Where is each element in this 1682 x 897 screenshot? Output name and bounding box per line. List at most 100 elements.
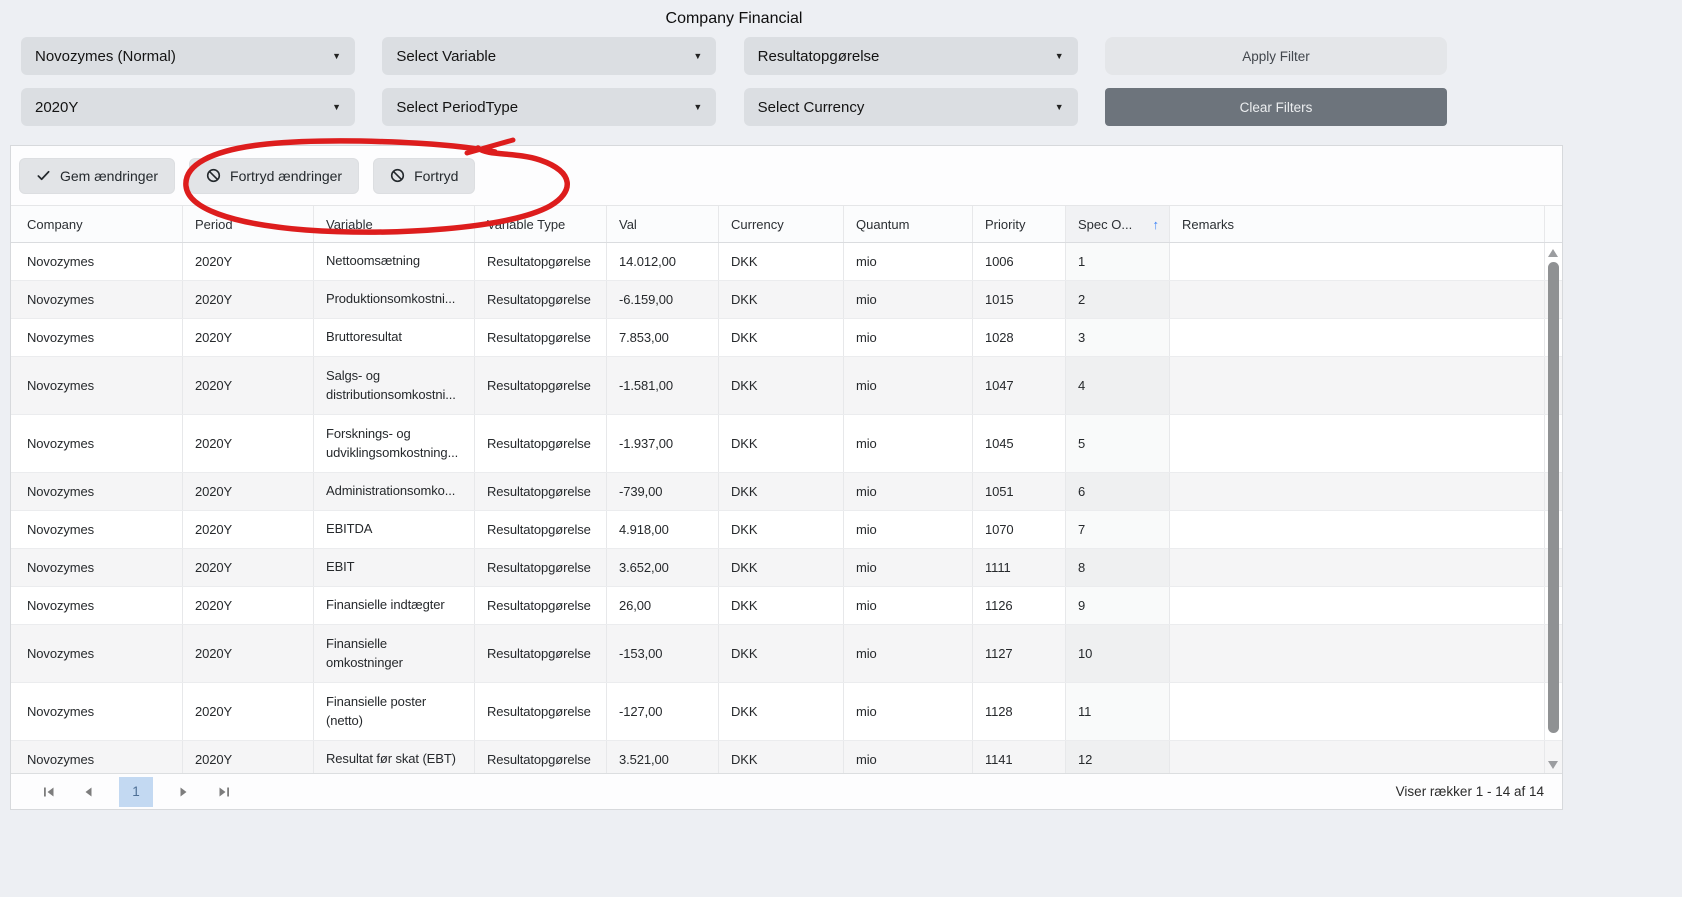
cell-company[interactable]: Novozymes (11, 625, 183, 682)
cell-period[interactable]: 2020Y (183, 319, 314, 356)
cell-company[interactable]: Novozymes (11, 357, 183, 414)
cell-period[interactable]: 2020Y (183, 357, 314, 414)
cell-variable[interactable]: Bruttoresultat (314, 319, 475, 356)
period-type-dropdown[interactable]: Select PeriodType ▼ (382, 88, 717, 126)
cell-currency[interactable]: DKK (719, 683, 844, 740)
save-changes-button[interactable]: Gem ændringer (19, 157, 176, 194)
undo-changes-button[interactable]: Fortryd ændringer (189, 157, 360, 194)
cell-val[interactable]: 14.012,00 (607, 243, 719, 280)
cell-currency[interactable]: DKK (719, 357, 844, 414)
cell-quantum[interactable]: mio (844, 415, 973, 472)
cell-spec_order[interactable]: 2 (1066, 281, 1170, 318)
cell-spec_order[interactable]: 5 (1066, 415, 1170, 472)
cell-quantum[interactable]: mio (844, 319, 973, 356)
cell-spec_order[interactable]: 10 (1066, 625, 1170, 682)
cell-spec_order[interactable]: 4 (1066, 357, 1170, 414)
cell-quantum[interactable]: mio (844, 587, 973, 624)
cell-variable[interactable]: EBIT (314, 549, 475, 586)
cell-priority[interactable]: 1126 (973, 587, 1066, 624)
cell-variable_type[interactable]: Resultatopgørelse (475, 741, 607, 773)
cell-currency[interactable]: DKK (719, 587, 844, 624)
last-page-button[interactable] (211, 778, 237, 806)
cell-company[interactable]: Novozymes (11, 511, 183, 548)
cell-val[interactable]: -127,00 (607, 683, 719, 740)
cell-priority[interactable]: 1051 (973, 473, 1066, 510)
column-header-currency[interactable]: Currency (719, 206, 844, 242)
cell-variable[interactable]: Resultat før skat (EBT) (314, 741, 475, 773)
cell-company[interactable]: Novozymes (11, 281, 183, 318)
cell-currency[interactable]: DKK (719, 625, 844, 682)
cell-priority[interactable]: 1128 (973, 683, 1066, 740)
scrollbar-thumb[interactable] (1548, 262, 1559, 733)
first-page-button[interactable] (35, 778, 61, 806)
cell-remarks[interactable] (1170, 319, 1545, 356)
cell-company[interactable]: Novozymes (11, 549, 183, 586)
cell-val[interactable]: -6.159,00 (607, 281, 719, 318)
column-header-variable[interactable]: Variable (314, 206, 475, 242)
cell-val[interactable]: 3.521,00 (607, 741, 719, 773)
cell-variable_type[interactable]: Resultatopgørelse (475, 243, 607, 280)
cell-variable[interactable]: Finansielle indtægter (314, 587, 475, 624)
cell-currency[interactable]: DKK (719, 415, 844, 472)
scrollbar-up-icon[interactable] (1548, 249, 1558, 257)
variable-type-dropdown[interactable]: Resultatopgørelse ▼ (743, 37, 1078, 75)
currency-dropdown[interactable]: Select Currency ▼ (743, 88, 1078, 126)
cell-spec_order[interactable]: 7 (1066, 511, 1170, 548)
clear-filters-button[interactable]: Clear Filters (1104, 88, 1447, 126)
cell-variable[interactable]: Administrationsomko... (314, 473, 475, 510)
cell-currency[interactable]: DKK (719, 549, 844, 586)
undo-button[interactable]: Fortryd (373, 157, 476, 194)
cell-remarks[interactable] (1170, 473, 1545, 510)
variable-dropdown[interactable]: Select Variable ▼ (382, 37, 717, 75)
cell-quantum[interactable]: mio (844, 625, 973, 682)
cell-period[interactable]: 2020Y (183, 243, 314, 280)
cell-quantum[interactable]: mio (844, 511, 973, 548)
cell-val[interactable]: 7.853,00 (607, 319, 719, 356)
cell-val[interactable]: -153,00 (607, 625, 719, 682)
cell-val[interactable]: 26,00 (607, 587, 719, 624)
cell-variable_type[interactable]: Resultatopgørelse (475, 473, 607, 510)
cell-spec_order[interactable]: 3 (1066, 319, 1170, 356)
cell-currency[interactable]: DKK (719, 473, 844, 510)
period-dropdown[interactable]: 2020Y ▼ (21, 88, 355, 126)
cell-remarks[interactable] (1170, 741, 1545, 773)
cell-remarks[interactable] (1170, 415, 1545, 472)
cell-quantum[interactable]: mio (844, 357, 973, 414)
cell-company[interactable]: Novozymes (11, 243, 183, 280)
cell-currency[interactable]: DKK (719, 243, 844, 280)
cell-spec_order[interactable]: 11 (1066, 683, 1170, 740)
cell-currency[interactable]: DKK (719, 319, 844, 356)
page-number-button[interactable]: 1 (119, 776, 153, 807)
cell-variable[interactable]: Finansielle poster (netto) (314, 683, 475, 740)
cell-variable_type[interactable]: Resultatopgørelse (475, 511, 607, 548)
cell-priority[interactable]: 1127 (973, 625, 1066, 682)
cell-remarks[interactable] (1170, 683, 1545, 740)
cell-priority[interactable]: 1047 (973, 357, 1066, 414)
cell-variable[interactable]: Salgs- og distributionsomkostni... (314, 357, 475, 414)
cell-remarks[interactable] (1170, 511, 1545, 548)
cell-priority[interactable]: 1111 (973, 549, 1066, 586)
cell-period[interactable]: 2020Y (183, 281, 314, 318)
cell-priority[interactable]: 1141 (973, 741, 1066, 773)
column-header-company[interactable]: Company (11, 206, 183, 242)
cell-remarks[interactable] (1170, 357, 1545, 414)
cell-val[interactable]: -1.937,00 (607, 415, 719, 472)
cell-remarks[interactable] (1170, 243, 1545, 280)
cell-period[interactable]: 2020Y (183, 473, 314, 510)
cell-val[interactable]: 4.918,00 (607, 511, 719, 548)
cell-variable_type[interactable]: Resultatopgørelse (475, 357, 607, 414)
cell-val[interactable]: -739,00 (607, 473, 719, 510)
cell-priority[interactable]: 1006 (973, 243, 1066, 280)
cell-spec_order[interactable]: 8 (1066, 549, 1170, 586)
cell-company[interactable]: Novozymes (11, 741, 183, 773)
cell-quantum[interactable]: mio (844, 243, 973, 280)
cell-period[interactable]: 2020Y (183, 683, 314, 740)
cell-remarks[interactable] (1170, 281, 1545, 318)
cell-variable_type[interactable]: Resultatopgørelse (475, 415, 607, 472)
column-header-priority[interactable]: Priority (973, 206, 1066, 242)
cell-spec_order[interactable]: 1 (1066, 243, 1170, 280)
cell-priority[interactable]: 1015 (973, 281, 1066, 318)
cell-variable[interactable]: Nettoomsætning (314, 243, 475, 280)
cell-variable[interactable]: Forsknings- og udviklingsomkostning... (314, 415, 475, 472)
cell-period[interactable]: 2020Y (183, 415, 314, 472)
